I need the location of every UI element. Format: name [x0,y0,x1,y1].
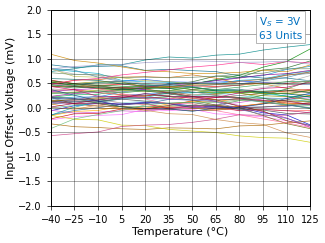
Text: V$_S$ = 3V
63 Units: V$_S$ = 3V 63 Units [259,16,302,41]
Y-axis label: Input Offset Voltage (mV): Input Offset Voltage (mV) [6,36,16,179]
X-axis label: Temperature (°C): Temperature (°C) [132,227,228,237]
